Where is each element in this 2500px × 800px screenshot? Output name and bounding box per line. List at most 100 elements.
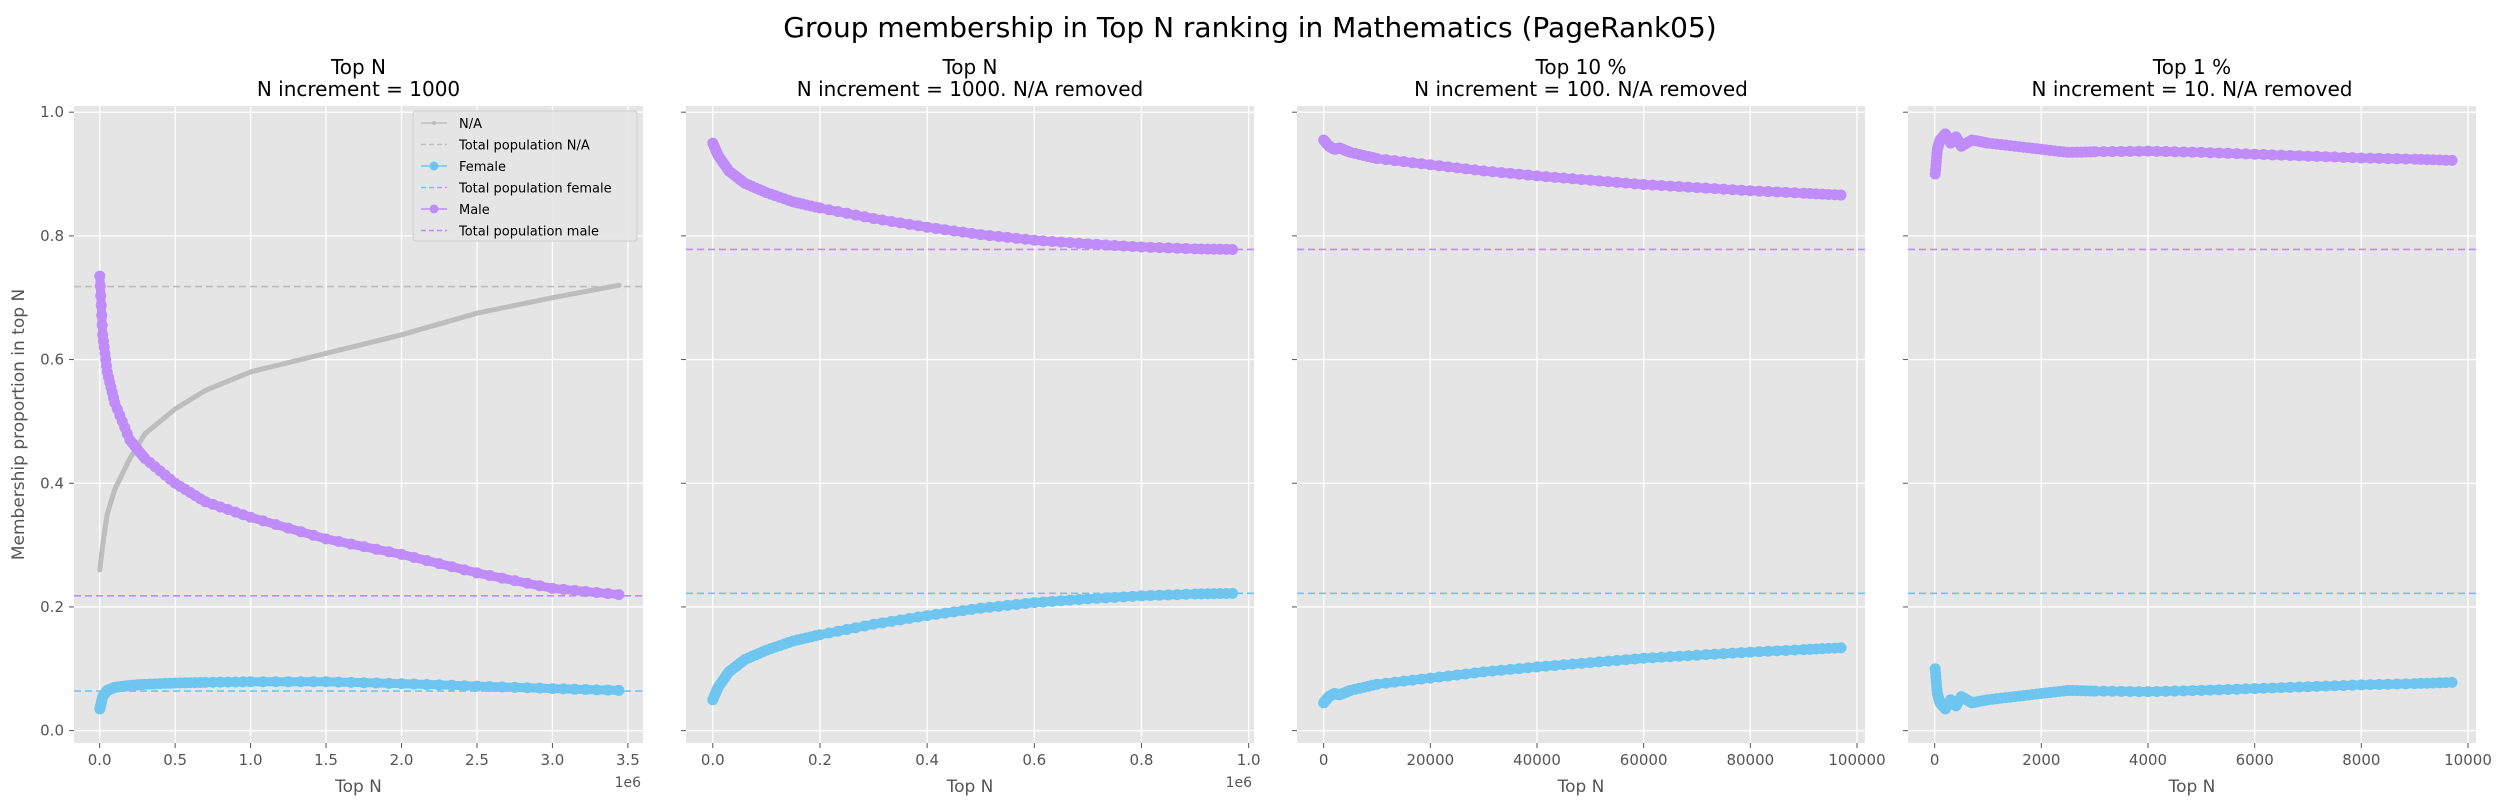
marker-female: [345, 676, 357, 688]
marker-male: [1407, 157, 1419, 169]
marker-female: [591, 684, 603, 696]
data-point-female: [2142, 686, 2154, 698]
marker-male: [282, 522, 294, 534]
marker-na: [298, 357, 304, 363]
marker-male: [1180, 243, 1192, 255]
marker-male: [1727, 184, 1739, 196]
marker-male: [823, 204, 835, 216]
marker-na: [119, 471, 125, 477]
marker-male: [2106, 146, 2118, 158]
marker-female: [2151, 685, 2163, 697]
marker-female: [1118, 591, 1130, 603]
marker-na: [285, 360, 291, 366]
subplot-title-line2: N increment = 1000. N/A removed: [797, 77, 1143, 101]
series-female-markers: [1318, 642, 1847, 709]
x-tick-label: 10000: [2444, 751, 2492, 769]
data-point-female: [471, 680, 483, 692]
marker-male: [1019, 233, 1031, 245]
marker-male: [2400, 153, 2412, 165]
marker-female: [2329, 680, 2341, 692]
marker-male: [1495, 167, 1507, 179]
marker-male: [2311, 150, 2323, 162]
marker-na: [147, 427, 153, 433]
marker-male: [95, 299, 107, 311]
marker-na: [240, 372, 246, 378]
marker-female: [1504, 663, 1516, 675]
marker-male: [2240, 148, 2252, 160]
marker-female: [1522, 662, 1534, 674]
marker-male: [885, 215, 897, 227]
marker-male: [1522, 169, 1534, 181]
marker-male: [295, 526, 307, 538]
marker-female: [1451, 669, 1463, 681]
marker-na: [110, 491, 116, 497]
data-point-male: [814, 202, 826, 214]
marker-female: [2400, 678, 2412, 690]
marker-female: [1602, 655, 1614, 667]
figure-title: Group membership in Top N ranking in Mat…: [783, 11, 1716, 44]
marker-female: [2106, 685, 2118, 697]
marker-female: [993, 600, 1005, 612]
x-tick-label: 2000: [2022, 751, 2060, 769]
marker-male: [1513, 168, 1525, 180]
marker-female: [2320, 680, 2332, 692]
data-point-male: [2249, 148, 2261, 160]
data-point-female: [1835, 642, 1847, 654]
legend-item: Total population N/A: [421, 139, 590, 154]
marker-female: [1567, 658, 1579, 670]
marker-male: [534, 580, 546, 592]
marker-male: [96, 309, 108, 321]
marker-female: [1682, 650, 1694, 662]
marker-female: [496, 681, 508, 693]
data-point-na: [474, 310, 480, 316]
marker-male: [2222, 147, 2234, 159]
marker-female: [966, 603, 978, 615]
marker-male: [1389, 155, 1401, 167]
marker-male: [496, 572, 508, 584]
marker-male: [2373, 152, 2385, 164]
marker-male: [2133, 145, 2145, 157]
marker-male: [1673, 181, 1685, 193]
marker-male: [957, 226, 969, 238]
data-point-male: [245, 511, 257, 523]
series-female-markers: [94, 676, 625, 715]
y-tick-label: 0.0: [40, 722, 64, 740]
marker-female: [2346, 679, 2358, 691]
subplot-title-line2: N increment = 100. N/A removed: [1414, 77, 1748, 101]
marker-male: [1109, 239, 1121, 251]
data-point-na: [202, 387, 208, 393]
marker-female: [930, 608, 942, 620]
marker-male: [1549, 171, 1561, 183]
data-point-male: [1531, 170, 1543, 182]
data-point-male: [471, 567, 483, 579]
marker-male: [484, 570, 496, 582]
marker-male: [2151, 145, 2163, 157]
plot-contents: [1297, 134, 1865, 709]
data-point-female: [2249, 683, 2261, 695]
data-point-male: [2142, 145, 2154, 157]
marker-na: [99, 550, 105, 556]
marker-male: [1073, 237, 1085, 249]
marker-female: [894, 614, 906, 626]
marker-male: [1064, 237, 1076, 249]
marker-male: [2266, 149, 2278, 161]
data-point-na: [399, 332, 405, 338]
data-point-male: [868, 213, 880, 225]
marker-male: [1442, 161, 1454, 173]
data-point-female: [1135, 590, 1147, 602]
marker-male: [2160, 146, 2172, 158]
marker-female: [832, 625, 844, 637]
data-point-male: [320, 533, 332, 545]
data-point-male: [1227, 243, 1239, 255]
marker-male: [96, 319, 108, 331]
marker-male: [358, 541, 370, 553]
marker-male: [894, 217, 906, 229]
marker-male: [1451, 162, 1463, 174]
data-point-male: [975, 229, 987, 241]
marker-male: [1718, 183, 1730, 195]
marker-male: [2284, 149, 2296, 161]
x-tick-label: 1.0: [1237, 751, 1261, 769]
marker-na: [348, 344, 354, 350]
marker-na: [97, 563, 103, 569]
